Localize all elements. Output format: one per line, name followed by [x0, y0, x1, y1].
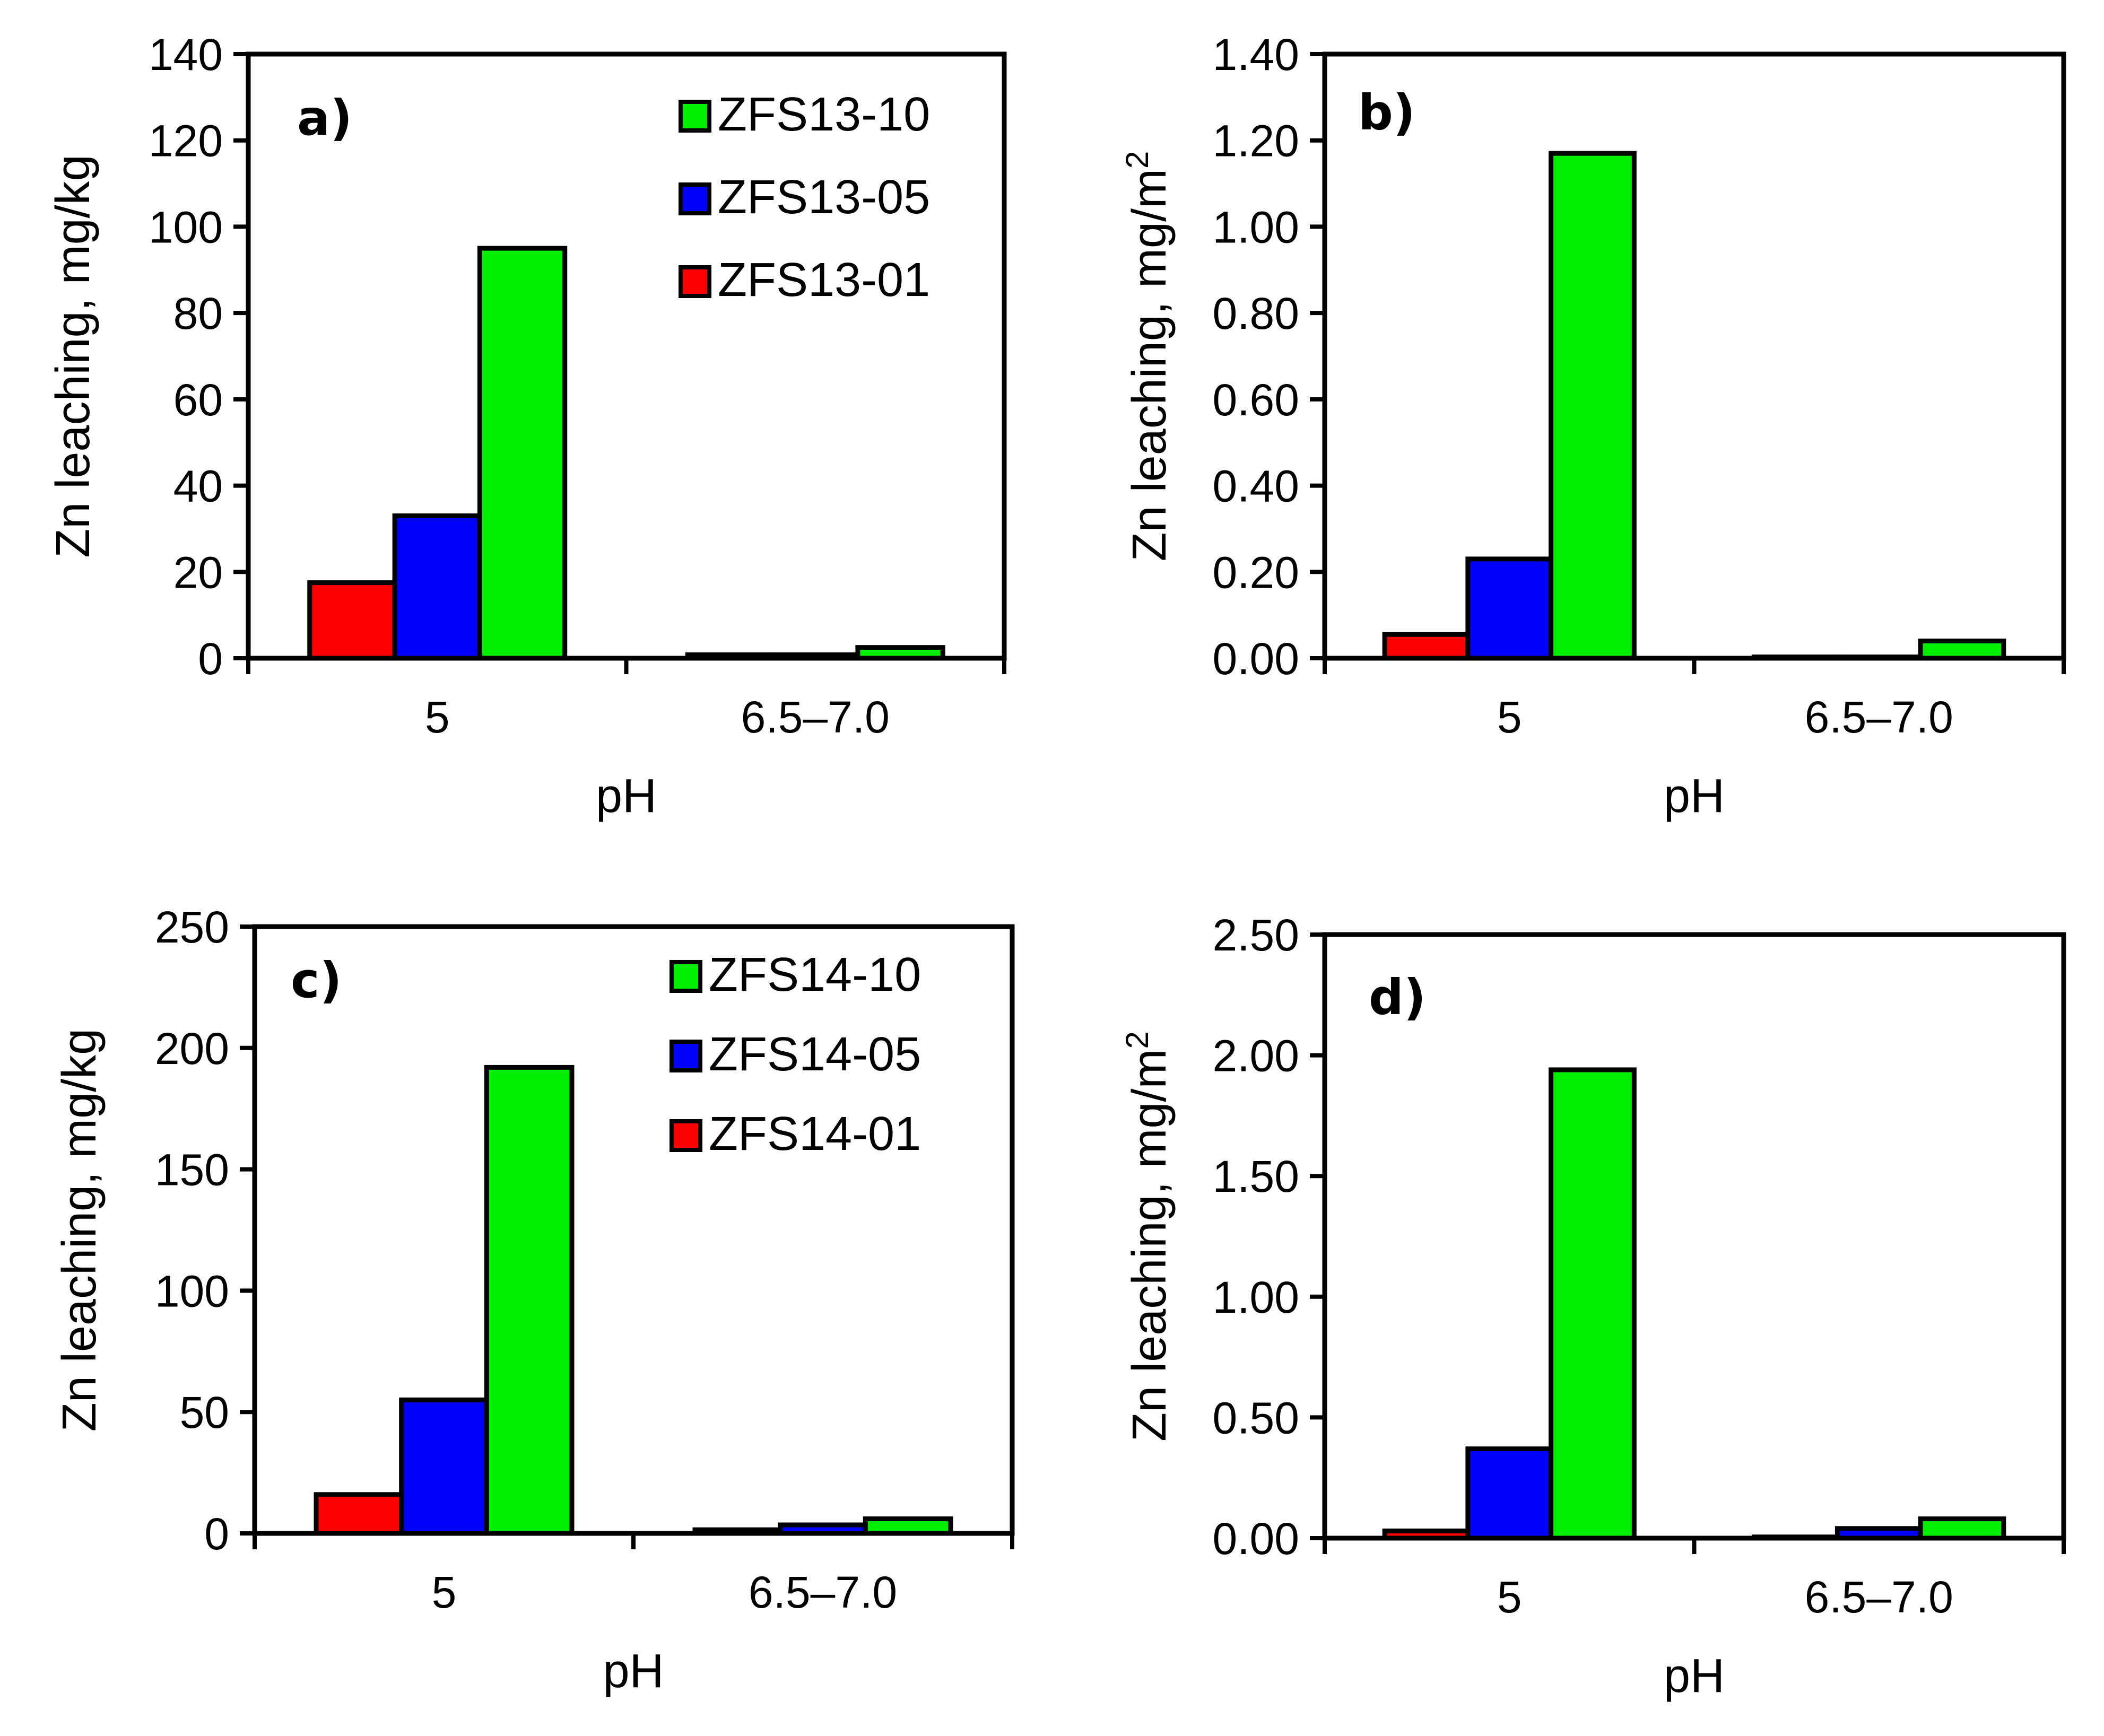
y-tick-label: 50 [180, 1388, 229, 1437]
legend-swatch-zfs14-05 [670, 1040, 702, 1072]
y-tick-label: 1.00 [1213, 202, 1300, 252]
y-tick-label: 20 [173, 547, 223, 597]
y-axis-title: Zn leaching, mg/kg [47, 154, 100, 557]
bar-zfs13-01-ph5 [1382, 632, 1471, 661]
y-tick-label: 120 [149, 116, 223, 166]
y-tick-label: 40 [173, 461, 223, 511]
y-axis-title: Zn leaching, mg/m2 [1119, 1031, 1177, 1442]
y-tick-label: 0.20 [1213, 547, 1300, 597]
y-tick-label: 0.40 [1213, 461, 1300, 511]
x-category-label: 5 [1497, 1572, 1522, 1622]
y-tick-label: 1.00 [1213, 1272, 1300, 1322]
panel-label: b) [1358, 84, 1415, 141]
y-tick-label: 250 [155, 902, 229, 952]
y-tick-label: 0.00 [1213, 634, 1300, 684]
legend: ZFS14-10 ZFS14-05 ZFS14-01 [670, 948, 921, 1161]
plot-frame [1322, 51, 2066, 661]
bar-zfs14-10-ph5 [1549, 1067, 1637, 1541]
bar-zfs14-05-ph5 [399, 1397, 489, 1536]
x-category-label: 5 [432, 1567, 457, 1617]
chart-panel-b: 0.00 0.20 0.40 0.60 0.80 1.00 1.20 1.40 5 6.5–7.0… [1119, 30, 2066, 823]
panel-label: c) [291, 952, 342, 1009]
y-tick-label: 0.80 [1213, 289, 1300, 338]
plot-frame [252, 924, 1015, 1536]
bar-zfs13-10-ph5 [477, 246, 568, 661]
chart-panel-d: 0.00 0.50 1.00 1.50 2.00 2.50 5 6.5–7.0 pH Zn lea… [1119, 910, 2066, 1703]
legend-swatch-zfs14-10 [670, 960, 702, 993]
legend-label-zfs13-05: ZFS13-05 [718, 171, 930, 224]
legend-swatch-zfs13-01 [679, 265, 711, 298]
plot-frame [1322, 932, 2066, 1541]
x-category-label: 6.5–7.0 [1805, 1572, 1953, 1622]
chart-panel-c: 0 50 100 150 200 250 5 6.5–7.0 pH Zn leaching, mg… [53, 902, 1015, 1698]
legend-swatch-zfs14-01 [670, 1119, 702, 1152]
y-tick-label: 100 [155, 1266, 229, 1316]
y-tick-label: 0.00 [1213, 1514, 1300, 1564]
bar-zfs13-10-ph6-7 [1918, 638, 2006, 661]
x-category-label: 6.5–7.0 [1805, 692, 1953, 742]
bar-zfs13-01-ph5 [307, 580, 397, 661]
legend-label-zfs13-01: ZFS13-01 [718, 254, 930, 307]
chart-panel-a: 0 20 40 60 80 100 120 140 5 6.5–7.0 pH Zn leaching,… [47, 30, 1007, 823]
panel-label: a) [297, 90, 352, 146]
x-category-label: 6.5–7.0 [741, 692, 890, 742]
bar-zfs13-10-ph5 [1549, 151, 1637, 661]
y-tick-label: 60 [173, 375, 223, 425]
y-tick-label: 100 [149, 202, 223, 252]
x-axis-title: pH [1664, 770, 1725, 823]
y-tick-label: 2.00 [1213, 1031, 1300, 1081]
x-axis-title: pH [1664, 1650, 1725, 1703]
bar-zfs14-01-ph5 [314, 1492, 404, 1536]
y-axis-title: Zn leaching, mg/kg [53, 1028, 106, 1432]
legend-swatch-zfs13-10 [679, 100, 711, 133]
panel-label: d) [1369, 969, 1426, 1026]
x-category-label: 5 [1497, 692, 1522, 742]
legend-label-zfs14-10: ZFS14-10 [709, 948, 921, 1001]
legend: ZFS13-10 ZFS13-05 ZFS13-01 [679, 88, 930, 307]
x-axis-title: pH [596, 770, 657, 823]
y-tick-label: 80 [173, 289, 223, 338]
bar-zfs13-05-ph5 [1465, 556, 1554, 661]
y-tick-label: 0.60 [1213, 375, 1300, 425]
x-category-label: 6.5–7.0 [749, 1567, 897, 1617]
bar-zfs14-10-ph6-7 [1918, 1516, 2006, 1541]
y-tick-label: 150 [155, 1145, 229, 1195]
y-axis-title-superscript: 2 [1119, 1031, 1155, 1049]
y-tick-label: 0 [204, 1509, 229, 1559]
bar-zfs14-05-ph5 [1465, 1446, 1554, 1541]
y-tick-label: 1.50 [1213, 1151, 1300, 1201]
y-tick-label: 1.40 [1213, 30, 1300, 80]
y-axis-title-superscript: 2 [1119, 151, 1155, 169]
legend-label-zfs14-01: ZFS14-01 [709, 1107, 921, 1161]
y-tick-label: 2.50 [1213, 910, 1300, 960]
x-axis-title: pH [603, 1645, 664, 1698]
x-category-label: 5 [425, 692, 450, 742]
y-axis-title: Zn leaching, mg/m2 [1119, 151, 1177, 562]
y-tick-label: 200 [155, 1024, 229, 1074]
legend-swatch-zfs13-05 [679, 182, 711, 215]
legend-label-zfs14-05: ZFS14-05 [709, 1028, 921, 1081]
bar-zfs13-05-ph5 [392, 513, 482, 661]
y-tick-label: 0.50 [1213, 1393, 1300, 1443]
y-tick-label: 140 [149, 30, 223, 80]
y-tick-label: 0 [198, 634, 223, 684]
bar-zfs14-10-ph5 [484, 1065, 575, 1536]
plot-frame [246, 51, 1007, 661]
y-tick-label: 1.20 [1213, 116, 1300, 166]
legend-label-zfs13-10: ZFS13-10 [718, 88, 930, 141]
